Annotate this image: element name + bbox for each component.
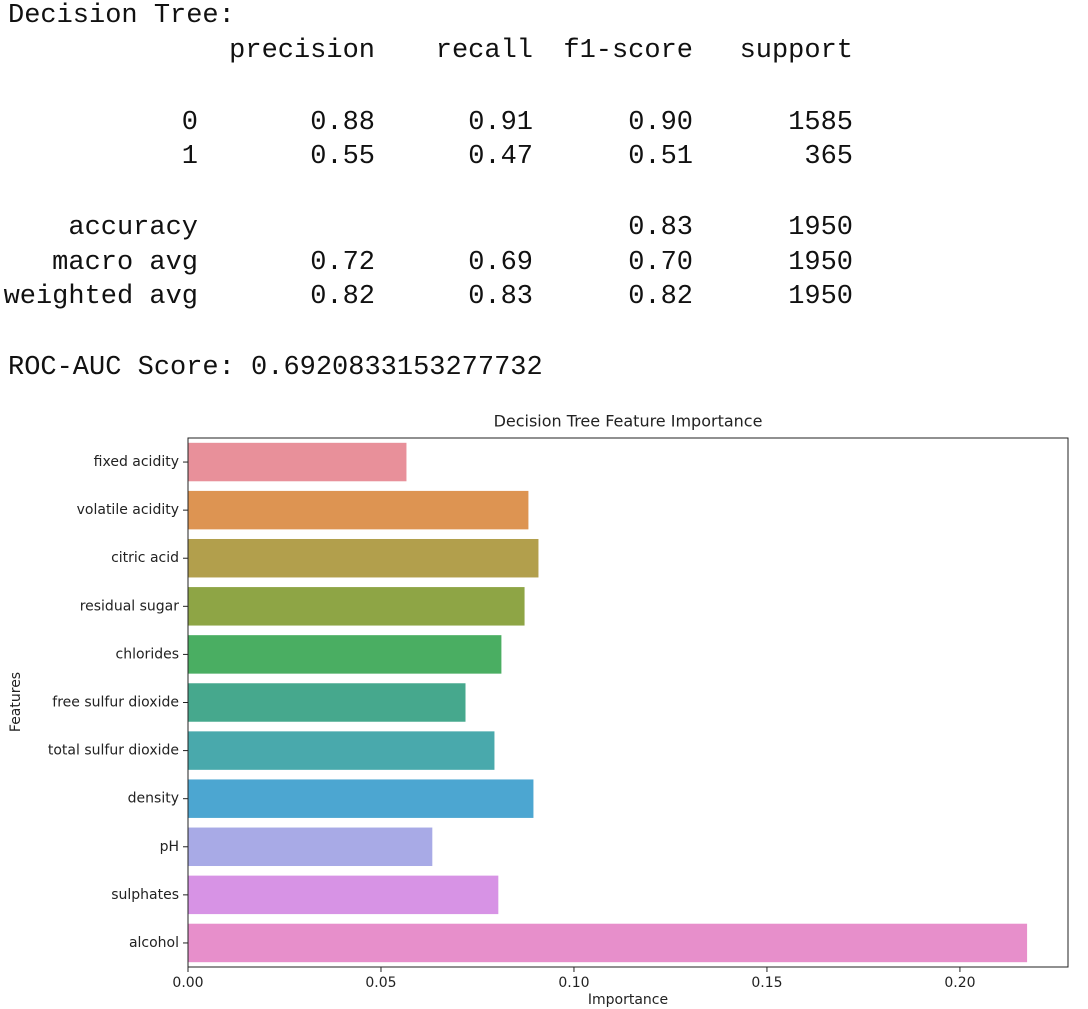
y-tick-label: residual sugar — [80, 598, 180, 614]
row-label: 1 — [182, 142, 198, 172]
y-tick-label: free sulfur dioxide — [52, 695, 179, 711]
chart-title: Decision Tree Feature Importance — [494, 412, 763, 431]
roc-auc: ROC-AUC Score: 0.6920833153277732 — [8, 353, 543, 383]
y-tick-label: total sulfur dioxide — [48, 743, 179, 759]
table-cell: 1950 — [788, 213, 853, 243]
table-cell: 365 — [804, 142, 853, 172]
y-tick-label: fixed acidity — [94, 454, 179, 470]
row-label: macro avg — [52, 248, 198, 278]
x-tick-label: 0.00 — [172, 975, 203, 991]
column-header: recall — [436, 36, 533, 66]
x-tick-label: 0.10 — [558, 975, 589, 991]
y-tick-label: volatile acidity — [77, 502, 179, 518]
y-tick-label: chlorides — [116, 646, 179, 662]
table-cell: 1950 — [788, 282, 853, 312]
y-tick-label: alcohol — [129, 935, 179, 951]
table-cell: 0.51 — [628, 142, 693, 172]
row-label: accuracy — [68, 213, 198, 243]
table-cell: 0.83 — [628, 213, 693, 243]
column-header: precision — [229, 36, 375, 66]
column-header: support — [740, 36, 853, 66]
bar — [188, 635, 502, 674]
bar — [188, 827, 433, 867]
table-cell: 0.70 — [628, 248, 693, 278]
bar — [188, 683, 466, 722]
table-cell: 0.90 — [628, 108, 693, 138]
report-title: Decision Tree: — [8, 1, 235, 31]
table-cell: 0.82 — [628, 282, 693, 312]
bar — [188, 538, 539, 578]
table-cell: 0.72 — [310, 248, 375, 278]
bar — [188, 923, 1028, 963]
row-label: 0 — [182, 108, 198, 138]
bar — [188, 587, 525, 626]
x-tick-label: 0.05 — [365, 975, 396, 991]
table-cell: 0.83 — [468, 282, 533, 312]
table-cell: 0.55 — [310, 142, 375, 172]
x-tick-label: 0.15 — [751, 975, 782, 991]
table-cell: 1585 — [788, 108, 853, 138]
y-tick-label: sulphates — [111, 887, 179, 903]
row-label: weighted avg — [4, 282, 198, 312]
y-tick-label: pH — [160, 839, 179, 855]
table-cell: 0.69 — [468, 248, 533, 278]
bar — [188, 490, 529, 530]
y-axis-label: Features — [8, 672, 24, 732]
column-header: f1-score — [563, 36, 693, 66]
x-axis-label: Importance — [588, 992, 668, 1008]
bar — [188, 731, 495, 770]
plot-frame — [187, 437, 1069, 968]
bar — [188, 875, 499, 915]
table-cell: 0.82 — [310, 282, 375, 312]
y-tick-label: citric acid — [111, 550, 179, 566]
y-tick-label: density — [128, 791, 179, 807]
x-tick-label: 0.20 — [944, 975, 975, 991]
table-cell: 1950 — [788, 248, 853, 278]
table-cell: 0.91 — [468, 108, 533, 138]
table-cell: 0.88 — [310, 108, 375, 138]
bar — [188, 442, 407, 482]
table-cell: 0.47 — [468, 142, 533, 172]
bar — [188, 779, 534, 818]
